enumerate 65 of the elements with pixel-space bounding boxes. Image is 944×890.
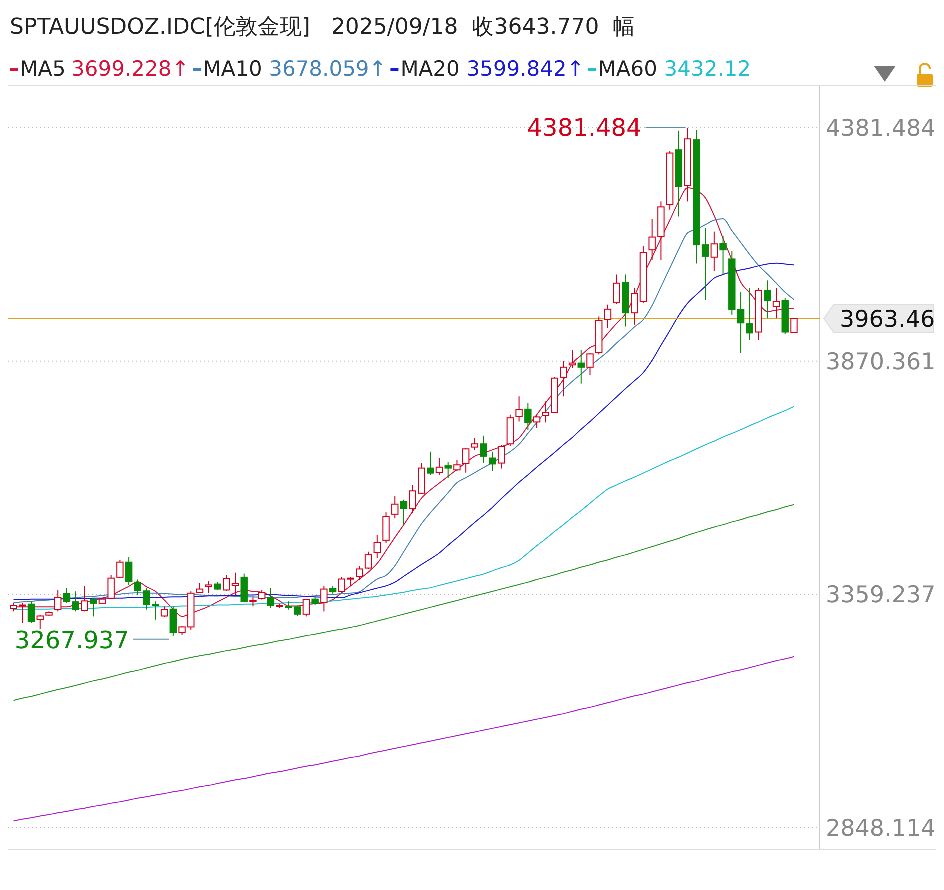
- text: 3599.842↑: [466, 57, 584, 81]
- candlestick: [630, 287, 638, 326]
- y-tick-label: 3870.361: [826, 349, 936, 376]
- y-tick-label: 2848.114: [826, 816, 936, 842]
- candlestick: [160, 606, 168, 618]
- candlestick: [454, 460, 461, 472]
- candlestick: [471, 438, 479, 451]
- candlestick: [720, 235, 727, 276]
- legend-label: MA10: [203, 57, 262, 81]
- candlestick: [302, 598, 310, 618]
- text: 3678.059↑: [269, 57, 387, 81]
- candlestick: [516, 396, 523, 422]
- candlestick: [790, 318, 798, 334]
- candlestick: [125, 556, 133, 586]
- candlestick: [427, 451, 434, 476]
- candlestick: [764, 280, 772, 320]
- candlestick: [267, 588, 275, 609]
- candlestick: [196, 582, 204, 594]
- line-series: [13, 504, 795, 702]
- candlestick: [489, 451, 496, 472]
- candlestick: [524, 402, 532, 431]
- candlestick: [604, 304, 612, 329]
- y-tick-label: 4381.484: [826, 116, 936, 142]
- candlestick: [533, 414, 541, 429]
- text: 3699.228↑: [72, 57, 190, 81]
- candlestick: [586, 352, 594, 376]
- legend-label: MA60: [598, 57, 658, 81]
- candlestick: [54, 590, 62, 612]
- candlestick: [232, 572, 240, 596]
- candlestick: [81, 586, 88, 612]
- candlestick: [578, 350, 585, 384]
- candlestick: [223, 574, 230, 592]
- candlestick: [462, 448, 470, 474]
- candlestick: [116, 560, 124, 579]
- candlestick: [90, 598, 98, 618]
- candlestick: [205, 581, 212, 594]
- candlestick: [28, 601, 36, 624]
- candlestick: [746, 288, 754, 341]
- candlestick: [170, 606, 178, 637]
- candlestick: [382, 512, 390, 544]
- legend-label: MA20: [400, 57, 460, 81]
- candlestick: [498, 444, 506, 470]
- candlestick: [374, 534, 381, 559]
- candlestick: [568, 350, 576, 369]
- candlestick: [436, 458, 444, 476]
- candlestick: [320, 586, 328, 612]
- candlestick: [250, 597, 257, 608]
- y-tick-label: 3359.237: [826, 582, 936, 609]
- annotation: 3267.937: [14, 626, 130, 654]
- candlestick: [560, 360, 568, 398]
- candlestick: [400, 499, 408, 526]
- candlestick: [710, 231, 718, 272]
- candlestick: [392, 496, 399, 520]
- legend-label: MA5: [20, 57, 66, 81]
- annotation: 4381.484: [527, 114, 642, 142]
- candlestick: [444, 462, 452, 479]
- candlestick: [772, 288, 780, 320]
- line-series: [13, 656, 795, 822]
- text: 3432.12: [664, 57, 752, 81]
- candlestick: [480, 435, 488, 464]
- candlestick: [108, 574, 115, 600]
- chart-title: SPTAUUSDOZ.IDC[伦敦金现] 2025/09/18 收3643.770 幅: [10, 15, 636, 40]
- ref-line-label: 3963.46: [840, 306, 936, 333]
- candlestick: [258, 590, 266, 600]
- candlestick: [613, 274, 620, 305]
